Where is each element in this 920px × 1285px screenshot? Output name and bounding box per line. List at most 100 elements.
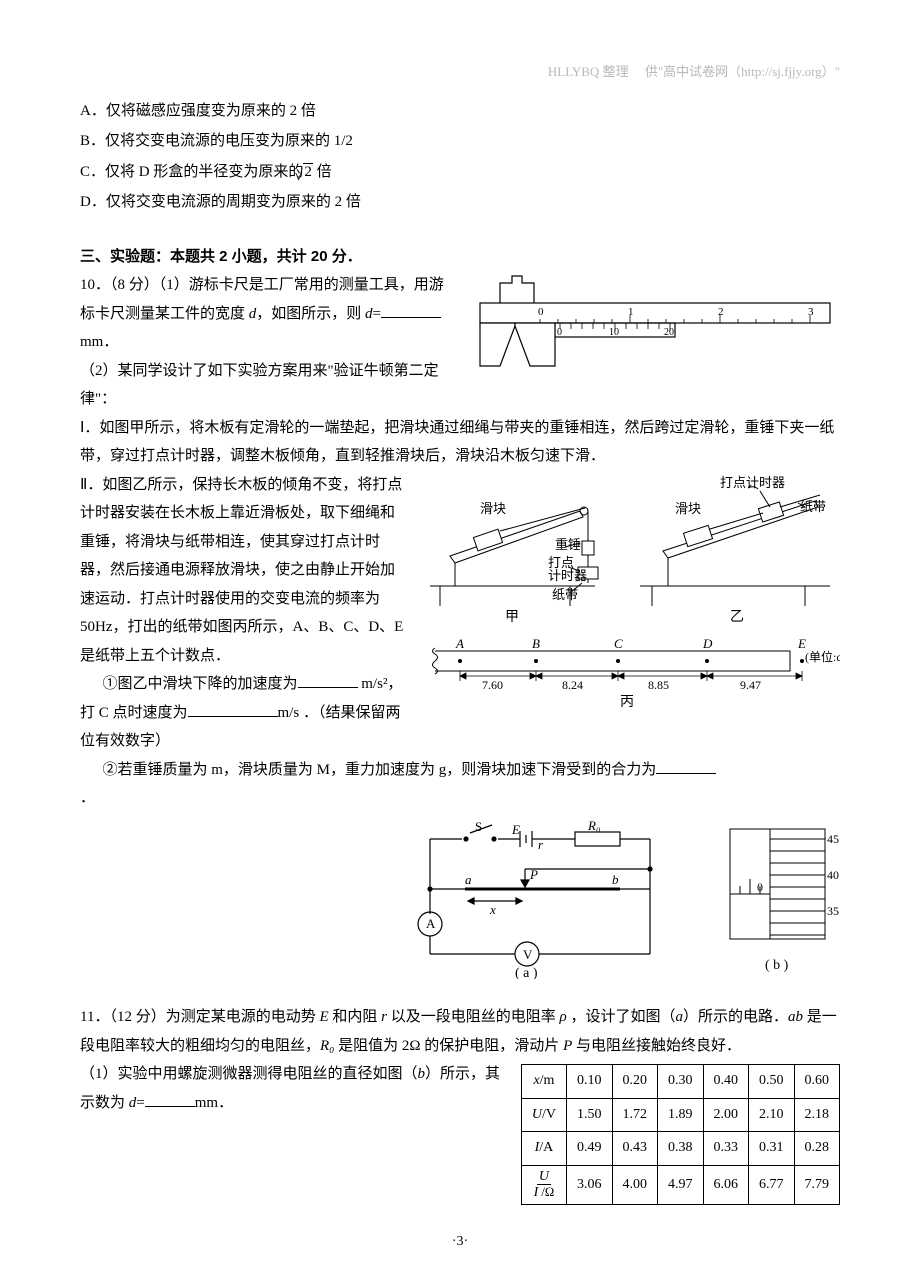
caliper-vernier-labels: 0 10 20 xyxy=(557,327,674,338)
circuit-row: S E r R₀ A V a b P x ( a ) xyxy=(80,819,840,990)
table-row: x/m 0.10 0.20 0.30 0.40 0.50 0.60 xyxy=(521,1065,839,1099)
option-c-prefix: C．仅将 D 形盒的半径变为原来的 xyxy=(80,164,303,180)
vernier-10: 10 xyxy=(609,327,619,338)
q11-head: 11．（12 分）为测定某电源的电动势 xyxy=(80,1009,319,1025)
lbl-b: b xyxy=(612,872,619,887)
table-cell: 0.30 xyxy=(658,1065,704,1099)
q10-text-1: 10．（8 分）（1）游标卡尺是工厂常用的测量工具，用游标卡尺测量某工件的宽度 … xyxy=(80,271,444,414)
tape-d3: 8.85 xyxy=(648,678,669,692)
main-tick-3: 3 xyxy=(808,306,814,318)
q11-s1e: = xyxy=(136,1095,144,1111)
tape-d1: 7.60 xyxy=(482,678,503,692)
q11-ab: ab xyxy=(788,1009,803,1025)
header-right-suffix: ）" xyxy=(822,64,840,79)
circuit-svg: S E r R₀ A V a b P x ( a ) xyxy=(390,819,690,979)
table-cell: 2.18 xyxy=(794,1098,840,1132)
q11-m1: 和内阻 xyxy=(329,1009,382,1025)
section-3-title: 三、实验题：本题共 2 小题，共计 20 分． xyxy=(80,243,840,272)
label-weight: 重锤 xyxy=(555,537,581,552)
tape-B: B xyxy=(532,636,540,651)
caliper-jaw-left xyxy=(480,323,515,366)
q10-p2: （2）某同学设计了如下实验方案用来"验证牛顿第二定律"： xyxy=(80,357,444,414)
micrometer-svg: 45 40 35 0 ( b ) xyxy=(720,819,840,979)
circuit-figure: S E r R₀ A V a b P x ( a ) xyxy=(390,819,690,990)
lbl-V: V xyxy=(523,947,533,962)
tape-letters: A B C D E xyxy=(455,636,806,651)
table-cell: 0.49 xyxy=(567,1132,613,1166)
q11-R0: R₀ xyxy=(320,1038,334,1054)
caliper-svg: 0 1 2 3 0 10 20 xyxy=(460,271,840,381)
header-url[interactable]: http://sj.fjjy.org xyxy=(741,64,822,79)
table-cell: 0.10 xyxy=(567,1065,613,1099)
tape-bing xyxy=(433,648,805,674)
mm-body xyxy=(730,829,825,939)
page-number: ·3· xyxy=(80,1229,840,1256)
option-c: C．仅将 D 形盒的半径变为原来的2√ 倍 xyxy=(80,158,840,187)
mm-45: 45 xyxy=(827,832,839,846)
q11-m2: 以及一段电阻丝的电阻率 xyxy=(387,1009,560,1025)
lbl-sub-a: ( a ) xyxy=(515,966,538,979)
header-right-prefix: 供"高中试卷网（ xyxy=(645,64,741,79)
q11-m6: 是阻值为 2Ω 的保护电阻，滑动片 xyxy=(334,1038,563,1054)
q10-q2: ②若重锤质量为 m，滑块质量为 M，重力加速度为 g，则滑块加速下滑受到的合力为… xyxy=(80,756,840,813)
table-cell: 0.40 xyxy=(703,1065,749,1099)
tape-D: D xyxy=(702,636,713,651)
mm-35: 35 xyxy=(827,904,839,918)
q10-I: Ⅰ．如图甲所示，将木板有定滑轮的一端垫起，把滑块通过细绳与带夹的重锤相连，然后跨… xyxy=(80,414,840,471)
option-c-suffix: 倍 xyxy=(313,164,332,180)
table-cell: 0.33 xyxy=(703,1132,749,1166)
page-header: HLLYBQ 整理 供"高中试卷网（http://sj.fjjy.org）" xyxy=(80,60,840,85)
label-timer-jia: 打点计时器 xyxy=(548,555,587,583)
table-row: I/A 0.49 0.43 0.38 0.33 0.31 0.28 xyxy=(521,1132,839,1166)
q10-p1-mid: ，如图所示，则 xyxy=(256,306,365,322)
blank-v xyxy=(188,701,278,717)
q10-q1-a: ①图乙中滑块下降的加速度为 xyxy=(103,676,298,692)
header-left: HLLYBQ 整理 xyxy=(548,64,629,79)
q11-E: E xyxy=(319,1009,328,1025)
table-cell: 0.38 xyxy=(658,1132,704,1166)
q10-q2-b: ． xyxy=(80,790,95,806)
q11-s1b: b xyxy=(418,1066,426,1082)
lbl-A: A xyxy=(426,916,436,931)
circuit-wires xyxy=(418,825,652,966)
table-header: U/V xyxy=(521,1098,566,1132)
table-cell: 1.72 xyxy=(612,1098,658,1132)
option-d: D．仅将交变电流源的周期变为原来的 2 倍 xyxy=(80,188,840,217)
tape-unit: (单位:cm) xyxy=(805,649,840,664)
data-table-wrap: x/m 0.10 0.20 0.30 0.40 0.50 0.60 U/V 1.… xyxy=(521,1064,840,1205)
main-tick-0: 0 xyxy=(538,306,544,318)
table-cell: 1.89 xyxy=(658,1098,704,1132)
label-jia: 甲 xyxy=(505,610,519,625)
table-header: x/m xyxy=(521,1065,566,1099)
table-cell: 0.20 xyxy=(612,1065,658,1099)
table-cell: 4.97 xyxy=(658,1165,704,1204)
label-slider-2: 滑块 xyxy=(675,501,701,516)
table-row: U/V 1.50 1.72 1.89 2.00 2.10 2.18 xyxy=(521,1098,839,1132)
lbl-a: a xyxy=(465,872,472,887)
option-a: A．仅将磁感应强度变为原来的 2 倍 xyxy=(80,97,840,126)
table-cell: 4.00 xyxy=(612,1165,658,1204)
vernier-0: 0 xyxy=(557,327,562,338)
tape-E: E xyxy=(797,636,806,651)
micrometer-figure: 45 40 35 0 ( b ) xyxy=(720,819,840,990)
tape-A: A xyxy=(455,636,464,651)
caliper-jaw-right xyxy=(515,323,555,366)
q11-a: a xyxy=(675,1009,683,1025)
table-cell: 0.28 xyxy=(794,1132,840,1166)
setup-figure: 滑块 重锤 打点计时器 纸带 甲 滑块 打点计时器 纸带 xyxy=(420,471,840,722)
q11-s1a: （1）实验中用螺旋测微器测得电阻丝的直径如图（ xyxy=(80,1066,418,1082)
table-row: UI /Ω 3.06 4.00 4.97 6.06 6.77 7.79 xyxy=(521,1165,839,1204)
q11-P: P xyxy=(563,1038,572,1054)
table-cell: 7.79 xyxy=(794,1165,840,1204)
q10-row2: Ⅱ．如图乙所示，保持长木板的倾角不变，将打点计时器安装在长木板上靠近滑板处，取下… xyxy=(80,471,840,756)
q10-d2: d xyxy=(365,306,373,322)
caliper-main-labels: 0 1 2 3 xyxy=(538,306,814,318)
vernier-20: 20 xyxy=(664,327,674,338)
blank-diameter xyxy=(145,1091,195,1107)
lbl-R0: R₀ xyxy=(587,819,600,833)
tape-d2: 8.24 xyxy=(562,678,583,692)
q11-s1f: mm． xyxy=(195,1095,233,1111)
table-header: I/A xyxy=(521,1132,566,1166)
caliper-figure: 0 1 2 3 0 10 20 xyxy=(460,271,840,392)
tape-d4: 9.47 xyxy=(740,678,761,692)
